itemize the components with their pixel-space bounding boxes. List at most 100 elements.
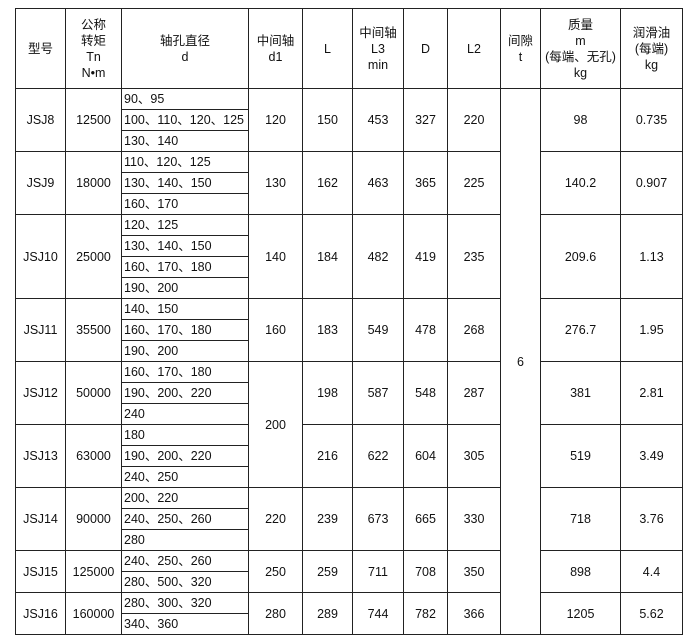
d-cell: 327 (403, 88, 448, 152)
d1-cell: 220 (248, 487, 303, 551)
mass-cell: 1205 (540, 592, 621, 635)
bore-cell: 340、360 (121, 613, 249, 635)
bore-cell: 190、200、220 (121, 382, 249, 404)
l3-cell: 744 (352, 592, 404, 635)
l3-cell: 622 (352, 424, 404, 488)
d1-cell: 160 (248, 298, 303, 362)
table-row: JSJ8 12500 90、95 120 150 453 327 220 6 98 0.735 (15, 88, 683, 635)
d1-cell: 120 (248, 88, 303, 152)
l3-cell: 711 (352, 550, 404, 593)
model-cell: JSJ12 (15, 361, 66, 425)
d1-cell: 280 (248, 592, 303, 635)
table-row: JSJ9 18000 110、120、125 130 162 463 365 225 140.2… (15, 151, 683, 215)
table-row: 130、140、150 (16, 235, 683, 257)
bore-cell: 240、250 (121, 466, 249, 488)
torque-cell: 18000 (65, 151, 122, 215)
l3-cell: 587 (352, 361, 404, 425)
mass-cell: 209.6 (540, 214, 621, 299)
bore-cell: 240 (121, 403, 249, 425)
header-oil: 润滑油 (每端) kg (620, 8, 683, 89)
d-cell: 604 (403, 424, 448, 488)
d1-cell: 250 (248, 550, 303, 593)
header-line: Tn (86, 49, 101, 64)
l2-cell: 220 (447, 88, 501, 152)
model-cell: JSJ9 (15, 151, 66, 215)
l-cell: 289 (302, 592, 353, 635)
header-L3: 中间轴 L3 min (352, 8, 404, 89)
header-line: (每端、无孔) (545, 49, 616, 64)
l2-cell: 268 (447, 298, 501, 362)
table-row: JSJ13 63000 180 216 622 604 305 519 3.49 (15, 424, 683, 488)
d1-cell: 130 (248, 151, 303, 215)
l-cell: 183 (302, 298, 353, 362)
table-row: JSJ14 90000 200、220 220 239 673 665 330 718 3.76 (15, 487, 683, 551)
l2-cell: 235 (447, 214, 501, 299)
l3-cell: 453 (352, 88, 404, 152)
table-row: 100、110、120、125 (16, 109, 683, 131)
bore-cell: 280、300、320 (121, 592, 249, 614)
mass-cell: 381 (540, 361, 621, 425)
model-cell: JSJ10 (15, 214, 66, 299)
header-model: 型号 (15, 8, 66, 89)
oil-cell: 2.81 (620, 361, 683, 425)
bore-cell: 120、125 (121, 214, 249, 236)
torque-cell: 50000 (65, 361, 122, 425)
oil-cell: 0.907 (620, 151, 683, 215)
header-bore: 轴孔直径 d (121, 8, 249, 89)
header-L2: L2 (447, 8, 501, 89)
model-cell: JSJ14 (15, 487, 66, 551)
mass-cell: 519 (540, 424, 621, 488)
model-cell: JSJ16 (15, 592, 66, 635)
model-cell: JSJ15 (15, 550, 66, 593)
l-cell: 259 (302, 550, 353, 593)
bore-cell: 280、500、320 (121, 571, 249, 593)
torque-cell: 90000 (65, 487, 122, 551)
d-cell: 782 (403, 592, 448, 635)
oil-cell: 0.735 (620, 88, 683, 152)
header-line: L (324, 41, 331, 56)
bore-cell: 140、150 (121, 298, 249, 320)
table-row: JSJ12 50000 160、170、180 200 198 587 548 287 381 2… (15, 361, 683, 488)
d-cell: 665 (403, 487, 448, 551)
mass-cell: 98 (540, 88, 621, 152)
table-row: 160、170、180 (16, 256, 683, 278)
header-line: 中间轴 (359, 25, 397, 40)
gap-cell: 6 (500, 88, 541, 635)
oil-cell: 1.95 (620, 298, 683, 362)
header-line: 中间轴 (256, 33, 295, 48)
bore-cell: 100、110、120、125 (121, 109, 249, 131)
bore-cell: 240、250、260 (121, 508, 249, 530)
bore-cell: 130、140 (121, 130, 249, 152)
table-row: 240、250、260 (16, 508, 683, 530)
table-row: JSJ16 160000 280、300、320 280 289 744 782 366 120… (15, 592, 683, 635)
torque-cell: 63000 (65, 424, 122, 488)
bore-cell: 160、170 (121, 193, 249, 215)
bore-cell: 280 (121, 529, 249, 551)
l-cell: 198 (302, 361, 353, 425)
mass-cell: 718 (540, 487, 621, 551)
header-line: 型号 (27, 41, 53, 56)
header-d1: 中间轴 d1 (248, 8, 303, 89)
l3-cell: 482 (352, 214, 404, 299)
bore-cell: 190、200、220 (121, 445, 249, 467)
l-cell: 162 (302, 151, 353, 215)
table-row: 190、200、220 (16, 382, 683, 404)
torque-cell: 12500 (65, 88, 122, 152)
header-line: L2 (467, 41, 481, 56)
header-line: 轴孔直径 (159, 33, 210, 48)
l3-cell: 673 (352, 487, 404, 551)
header-mass: 质量 m (每端、无孔) kg (540, 8, 621, 89)
l-cell: 239 (302, 487, 353, 551)
header-row: 型号 公称 转矩 Tn N•m 轴孔直径 d 中间轴 d1 L 中间轴 L3 min D L2 间隙 t 质量 m(… (15, 8, 683, 89)
l2-cell: 350 (447, 550, 501, 593)
header-line: d1 (268, 49, 283, 64)
table-row: 190、200 (16, 340, 683, 362)
bore-cell: 200、220 (121, 487, 249, 509)
table-row: 280、500、320 (16, 571, 683, 593)
torque-cell: 125000 (65, 550, 122, 593)
d-cell: 478 (403, 298, 448, 362)
mass-cell: 898 (540, 550, 621, 593)
d1-cell: 200 (248, 361, 303, 488)
table-row: JSJ11 35500 140、150 160 183 549 478 268 276.7 1.9… (15, 298, 683, 362)
header-line: N•m (81, 65, 106, 80)
